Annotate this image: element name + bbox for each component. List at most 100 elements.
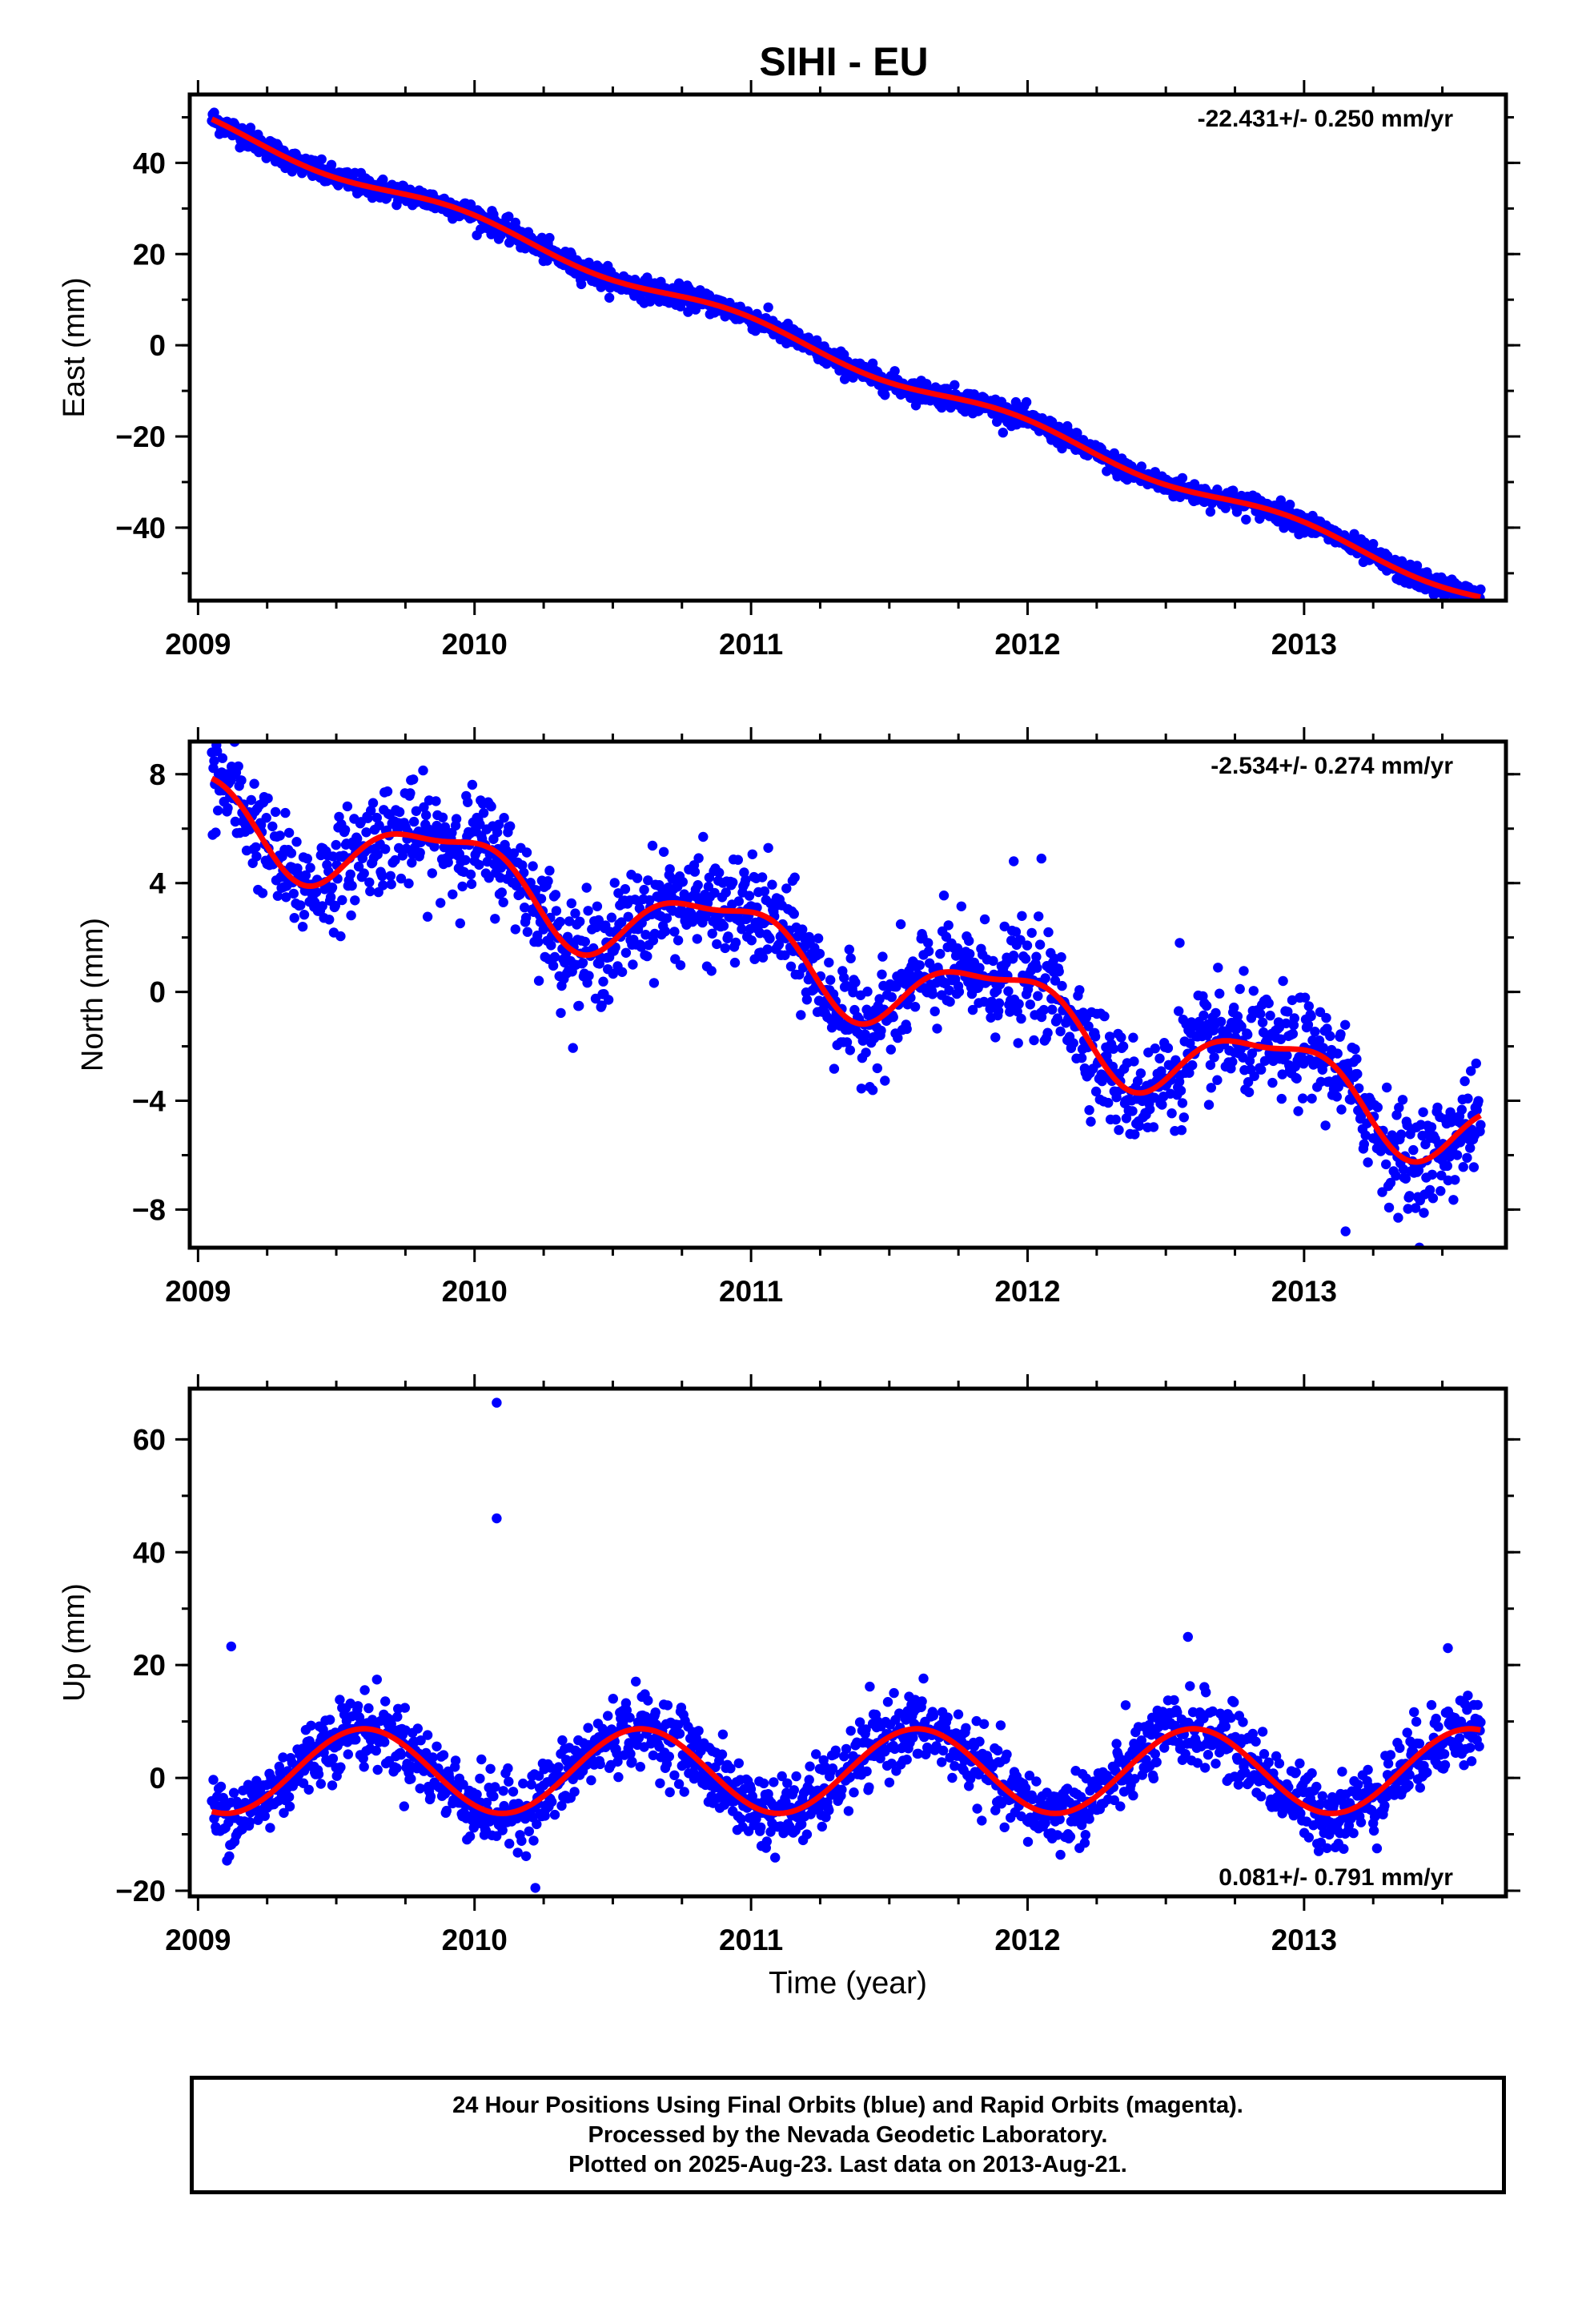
data-point: [661, 1759, 673, 1769]
data-point: [1352, 1068, 1363, 1080]
data-point: [520, 903, 530, 913]
data-point: [613, 1771, 624, 1783]
data-point: [1185, 1681, 1195, 1691]
data-point: [374, 820, 384, 831]
data-point: [874, 994, 885, 1004]
data-point: [1144, 1719, 1154, 1731]
data-point: [596, 1000, 607, 1011]
y-tick-label: −8: [132, 1193, 166, 1226]
data-point: [345, 869, 355, 880]
data-point: [1184, 1068, 1195, 1078]
data-point: [1169, 1695, 1179, 1706]
data-point: [306, 1720, 316, 1731]
y-tick-label: −4: [132, 1085, 167, 1118]
data-point: [297, 922, 308, 932]
data-point: [914, 960, 926, 971]
data-point: [1403, 1204, 1413, 1214]
data-point: [455, 918, 465, 929]
data-point: [406, 1774, 416, 1784]
data-point: [1151, 1757, 1162, 1767]
data-point: [1205, 1059, 1216, 1071]
data-point: [337, 895, 347, 906]
data-point: [1243, 1029, 1253, 1040]
data-point: [865, 1681, 875, 1692]
data-point: [326, 159, 337, 170]
data-point: [1083, 1021, 1094, 1031]
data-point: [942, 1712, 953, 1723]
data-point: [1321, 1012, 1331, 1023]
data-point: [1418, 1107, 1428, 1118]
rate-annotation: -2.534+/- 0.274 mm/yr: [1211, 753, 1453, 779]
data-point: [359, 1762, 369, 1772]
data-point: [679, 1787, 689, 1797]
data-point: [721, 887, 731, 898]
data-point: [1013, 1038, 1023, 1048]
data-point: [569, 1787, 580, 1797]
data-point: [1229, 1002, 1239, 1013]
data-point: [251, 851, 262, 862]
data-point: [1267, 1077, 1278, 1088]
data-point: [849, 1787, 859, 1798]
data-point: [797, 1819, 807, 1830]
data-point: [272, 891, 283, 901]
data-point: [763, 302, 773, 312]
data-point: [488, 1791, 499, 1802]
data-point: [935, 948, 946, 959]
data-point: [1032, 963, 1042, 973]
data-point: [505, 821, 516, 831]
data-point: [1331, 1092, 1343, 1102]
data-point: [1203, 1750, 1214, 1760]
data-point: [595, 1759, 605, 1770]
data-point: [1174, 1006, 1184, 1016]
data-point: [886, 1759, 897, 1769]
data-point: [1318, 1043, 1329, 1053]
data-point: [451, 814, 462, 824]
data-point: [280, 807, 291, 818]
data-point: [1054, 966, 1064, 977]
data-point: [953, 1709, 964, 1719]
data-point: [889, 1687, 899, 1699]
data-point: [418, 765, 428, 776]
data-points-north: [207, 742, 1486, 1248]
data-points-up: [207, 1397, 1486, 1893]
data-point: [965, 949, 975, 959]
data-point: [956, 901, 967, 912]
data-point: [988, 955, 998, 967]
data-point: [1055, 1849, 1066, 1860]
data-point: [1008, 951, 1019, 961]
data-point: [993, 1006, 1004, 1016]
data-point: [1136, 461, 1147, 472]
data-point: [378, 174, 388, 185]
data-point: [947, 1772, 958, 1783]
data-point: [1201, 1000, 1212, 1011]
data-point: [927, 989, 938, 999]
data-point: [215, 1781, 227, 1792]
data-point: [603, 1711, 613, 1721]
data-point: [460, 854, 471, 866]
data-point: [1239, 966, 1249, 976]
data-point: [386, 879, 396, 890]
data-point: [1040, 973, 1050, 983]
data-point: [974, 963, 985, 973]
data-point: [1448, 1195, 1459, 1205]
data-point: [728, 877, 738, 888]
data-point: [429, 842, 440, 852]
data-point: [773, 939, 785, 950]
data-point: [583, 1723, 593, 1733]
data-point: [1460, 1076, 1470, 1087]
data-point: [747, 849, 757, 860]
data-point: [1029, 1035, 1039, 1046]
data-point: [331, 839, 341, 850]
data-point: [364, 877, 375, 888]
data-point: [315, 1779, 326, 1789]
data-point: [1136, 1735, 1147, 1746]
data-point: [1476, 584, 1486, 595]
data-point: [1111, 1739, 1122, 1749]
plot-frame: [187, 739, 1508, 1250]
data-point: [746, 935, 757, 946]
data-point: [566, 898, 576, 909]
data-point: [824, 957, 834, 968]
data-point: [265, 1823, 275, 1833]
data-point: [928, 1711, 939, 1721]
data-point: [845, 953, 856, 963]
